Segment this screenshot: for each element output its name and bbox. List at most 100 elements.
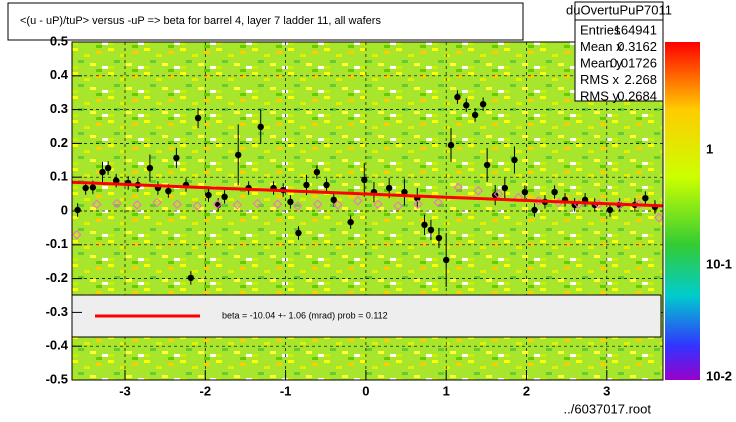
point	[551, 188, 558, 196]
point	[654, 213, 664, 223]
colorbar-label: 10-1	[706, 256, 732, 271]
point	[112, 198, 122, 209]
point	[221, 193, 228, 201]
point	[99, 168, 106, 176]
point	[393, 201, 403, 211]
point	[521, 188, 529, 196]
point	[112, 177, 120, 184]
point	[479, 100, 487, 108]
point	[104, 164, 112, 172]
point	[165, 187, 172, 195]
point	[361, 176, 368, 184]
point	[292, 201, 303, 211]
point	[442, 256, 450, 264]
point	[187, 274, 195, 282]
x-tick-label: 3	[603, 383, 610, 398]
x-tick-label: 2	[523, 383, 530, 398]
stats-label: Mean y	[580, 55, 623, 70]
stats-value: 0.2684	[617, 88, 657, 103]
stats-label: Entries	[580, 22, 621, 37]
point	[642, 194, 649, 202]
point	[385, 184, 393, 192]
point	[447, 141, 455, 149]
point	[303, 181, 310, 189]
stats-label: Mean x	[580, 39, 623, 54]
point	[483, 161, 491, 169]
point	[192, 201, 202, 211]
chart-title: <(u - uP)/tuP> versus -uP => beta for ba…	[20, 15, 381, 27]
point	[373, 199, 383, 209]
y-tick-label: -0.3	[46, 304, 68, 319]
point	[235, 151, 242, 159]
point	[132, 200, 142, 210]
point	[511, 156, 518, 164]
point	[89, 184, 97, 191]
point	[473, 186, 484, 196]
stats-title: duOvertuPuP7011	[566, 2, 672, 17]
point	[413, 199, 423, 209]
point	[401, 188, 408, 196]
stats-value: 2.268	[624, 72, 657, 87]
y-tick-label: 0	[61, 202, 68, 217]
point	[433, 197, 443, 208]
point	[333, 200, 343, 210]
point	[634, 199, 644, 209]
point	[82, 184, 89, 192]
point	[323, 181, 330, 189]
point	[435, 234, 443, 242]
stats-value: 0.3162	[617, 39, 657, 54]
point	[606, 206, 614, 214]
point	[313, 168, 321, 176]
point	[295, 229, 302, 237]
x-tick-label: 1	[443, 383, 450, 398]
point	[463, 102, 470, 109]
point	[72, 229, 82, 240]
y-tick-label: 0.1	[50, 169, 68, 184]
x-tick-label: -2	[200, 383, 212, 398]
point	[194, 114, 202, 122]
point	[257, 123, 264, 131]
point	[531, 206, 538, 214]
point	[232, 200, 243, 210]
point	[152, 197, 162, 208]
point	[205, 191, 212, 199]
colorbar-label: 10-2	[706, 368, 732, 383]
y-tick-label: 0.5	[50, 33, 68, 48]
stats-box	[574, 1, 664, 102]
legend-text: beta = -10.04 +- 1.06 (mrad) prob = 0.11…	[222, 310, 388, 320]
point	[252, 198, 263, 209]
point	[471, 111, 479, 119]
color-bar	[665, 42, 700, 380]
fit-line	[71, 180, 664, 208]
point	[172, 199, 182, 209]
stats-label: RMS x	[580, 72, 620, 87]
stats-value: 164941	[614, 22, 657, 37]
colorbar-label: 1	[706, 141, 713, 156]
y-tick-label: 0.3	[50, 101, 68, 116]
point	[92, 199, 102, 209]
point	[421, 221, 428, 229]
point	[74, 206, 81, 214]
point	[347, 218, 354, 226]
point	[212, 199, 223, 209]
footer: ../6037017.root	[564, 401, 652, 416]
stats-value: 0.01726	[610, 55, 657, 70]
x-tick-label: 0	[362, 383, 369, 398]
point	[501, 184, 509, 192]
point	[146, 164, 154, 172]
y-tick-label: -0.5	[46, 371, 68, 386]
point	[313, 199, 323, 209]
y-tick-label: 0.4	[50, 67, 69, 82]
point	[454, 93, 461, 101]
y-tick-label: -0.2	[46, 270, 68, 285]
stats-label: RMS y	[580, 88, 620, 103]
y-tick-label: 0.2	[50, 135, 68, 150]
x-tick-label: -1	[280, 383, 292, 398]
y-tick-label: -0.4	[46, 338, 69, 353]
point	[173, 154, 180, 162]
point	[330, 196, 337, 204]
y-tick-label: -0.1	[46, 236, 68, 251]
point	[287, 198, 294, 206]
point	[427, 226, 435, 234]
